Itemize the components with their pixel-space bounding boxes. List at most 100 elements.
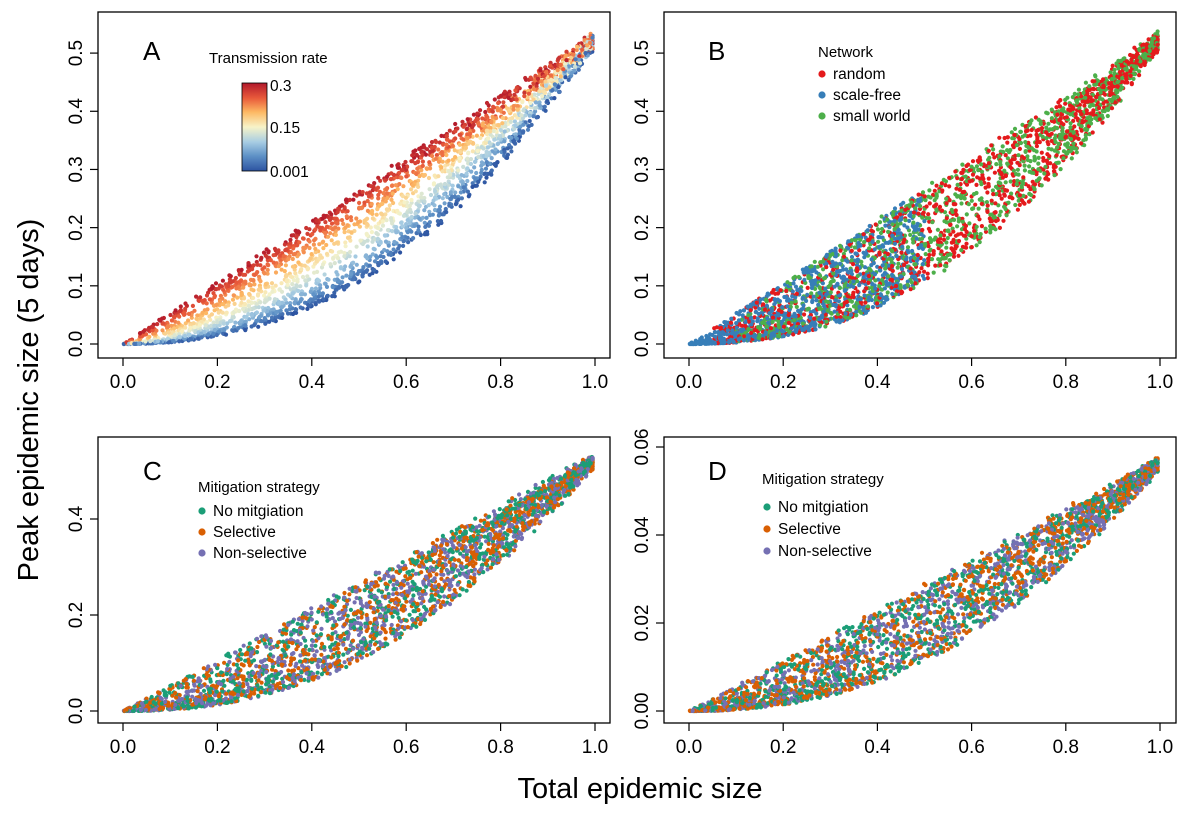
data-point — [321, 262, 325, 266]
data-point — [318, 226, 322, 230]
data-point — [585, 43, 589, 47]
data-point — [1015, 182, 1019, 186]
data-point — [930, 220, 934, 224]
data-point — [515, 86, 519, 90]
data-point — [440, 150, 444, 154]
data-point — [334, 217, 338, 221]
data-point — [410, 215, 414, 219]
data-point — [920, 228, 924, 232]
data-point — [558, 78, 562, 82]
data-point — [489, 173, 493, 177]
data-point — [177, 315, 181, 319]
data-point — [493, 151, 497, 155]
data-point — [466, 136, 470, 140]
data-point — [441, 160, 445, 164]
data-point — [814, 312, 818, 316]
data-point — [1040, 126, 1044, 130]
data-point — [413, 211, 417, 215]
data-point — [921, 212, 925, 216]
data-point — [729, 317, 733, 321]
data-point — [422, 208, 426, 212]
data-point — [471, 149, 475, 153]
data-point — [265, 255, 269, 259]
data-point — [961, 220, 965, 224]
data-point — [506, 146, 510, 150]
data-point — [871, 305, 875, 309]
data-point — [385, 249, 389, 253]
data-point — [478, 108, 482, 112]
data-point — [979, 196, 983, 200]
data-point — [258, 300, 262, 304]
data-point — [270, 281, 274, 285]
data-point — [1018, 147, 1022, 151]
data-point — [976, 168, 980, 172]
data-point — [389, 198, 393, 202]
data-point — [738, 309, 742, 313]
data-point — [1106, 114, 1110, 118]
data-point — [289, 274, 293, 278]
data-point — [1036, 162, 1040, 166]
data-point — [323, 220, 327, 224]
data-point — [366, 199, 370, 203]
data-point — [1005, 213, 1009, 217]
data-point — [307, 246, 311, 250]
data-point — [509, 136, 513, 140]
data-point — [1013, 203, 1017, 207]
data-point — [926, 272, 930, 276]
data-point — [436, 147, 440, 151]
data-point — [241, 307, 245, 311]
data-point — [337, 286, 341, 290]
data-point — [231, 298, 235, 302]
data-point — [286, 257, 290, 261]
data-point — [174, 308, 178, 312]
data-point — [469, 157, 473, 161]
data-point — [411, 236, 415, 240]
data-point — [288, 294, 292, 298]
data-point — [1076, 117, 1080, 121]
data-point — [340, 203, 344, 207]
data-point — [304, 283, 308, 287]
data-point — [272, 261, 276, 265]
data-point — [199, 332, 203, 336]
data-point — [340, 209, 344, 213]
data-point — [296, 277, 300, 281]
data-point — [505, 156, 509, 160]
data-point — [1116, 84, 1120, 88]
data-point — [459, 190, 463, 194]
data-point — [963, 245, 967, 249]
data-point — [1085, 116, 1089, 120]
data-point — [513, 124, 517, 128]
data-point — [346, 209, 350, 213]
data-point — [240, 268, 244, 272]
data-point — [222, 322, 226, 326]
data-point — [521, 131, 525, 135]
data-point — [494, 116, 498, 120]
data-point — [481, 146, 485, 150]
data-point — [473, 160, 477, 164]
colorbar-label-min: 0.001 — [270, 164, 309, 181]
data-point — [316, 278, 320, 282]
data-point — [1033, 182, 1037, 186]
data-point — [250, 313, 254, 317]
data-point — [179, 304, 183, 308]
data-point — [166, 324, 170, 328]
x-tick-label: 0.4 — [299, 372, 326, 393]
data-point — [412, 224, 416, 228]
data-point — [573, 65, 577, 69]
data-point — [422, 174, 426, 178]
data-point — [351, 198, 355, 202]
data-point — [255, 319, 259, 323]
data-point — [1044, 126, 1048, 130]
data-point — [420, 192, 424, 196]
data-point — [881, 263, 885, 267]
data-point — [823, 287, 827, 291]
data-point — [383, 234, 387, 238]
data-point — [489, 119, 493, 123]
data-point — [205, 293, 209, 297]
data-point — [857, 283, 861, 287]
data-point — [492, 138, 496, 142]
data-point — [477, 122, 481, 126]
data-point — [386, 228, 390, 232]
data-point — [176, 321, 180, 325]
data-point — [529, 76, 533, 80]
